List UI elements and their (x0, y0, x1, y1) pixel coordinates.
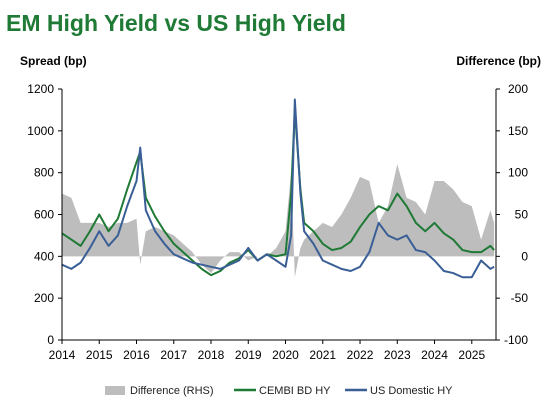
x-tick-label: 2023 (384, 348, 411, 362)
x-tick-label: 2014 (49, 348, 76, 362)
right-tick-label: 150 (508, 124, 528, 138)
left-tick-label: 1200 (27, 82, 54, 96)
left-tick-label: 200 (34, 291, 54, 305)
x-tick-label: 2025 (458, 348, 485, 362)
x-tick-label: 2016 (123, 348, 150, 362)
us-domestic-hy-line (61, 98, 495, 279)
legend-label-us-hy: US Domestic HY (370, 385, 453, 397)
right-tick-label: 200 (508, 82, 528, 96)
right-tick-label: 50 (515, 208, 529, 222)
x-tick-label: 2018 (198, 348, 225, 362)
x-tick-label: 2015 (86, 348, 113, 362)
right-tick-label: -100 (504, 333, 528, 347)
x-tick-label: 2020 (272, 348, 299, 362)
x-tick-label: 2017 (160, 348, 187, 362)
left-tick-label: 600 (34, 208, 54, 222)
cembi-bd-hy-line (61, 108, 495, 277)
axis-layer: 0 200 400 600 800 1000 1200 -100 -50 0 50 100 150 200… (27, 82, 528, 362)
legend-label-difference: Difference (RHS) (130, 385, 214, 397)
right-tick-label: 0 (521, 249, 528, 263)
difference-area (62, 164, 495, 278)
legend-label-cembi: CEMBI BD HY (259, 385, 331, 397)
right-axis-title: Difference (bp) (456, 54, 541, 68)
x-tick-label: 2024 (421, 348, 448, 362)
series-line-layer (61, 98, 495, 279)
x-tick-label: 2022 (347, 348, 374, 362)
difference-area-layer (62, 164, 495, 278)
left-axis-title: Spread (bp) (20, 54, 87, 68)
right-tick-label: 100 (508, 166, 528, 180)
left-tick-label: 1000 (27, 124, 54, 138)
left-tick-label: 0 (47, 333, 54, 347)
x-tick-label: 2019 (235, 348, 262, 362)
x-tick-label: 2021 (309, 348, 336, 362)
chart-title: EM High Yield vs US High Yield (6, 10, 346, 36)
right-tick-label: -50 (511, 291, 529, 305)
left-tick-label: 400 (34, 249, 54, 263)
legend-swatch-difference (105, 386, 125, 395)
legend: Difference (RHS) CEMBI BD HY US Domestic H… (105, 385, 453, 397)
left-tick-label: 800 (34, 166, 54, 180)
